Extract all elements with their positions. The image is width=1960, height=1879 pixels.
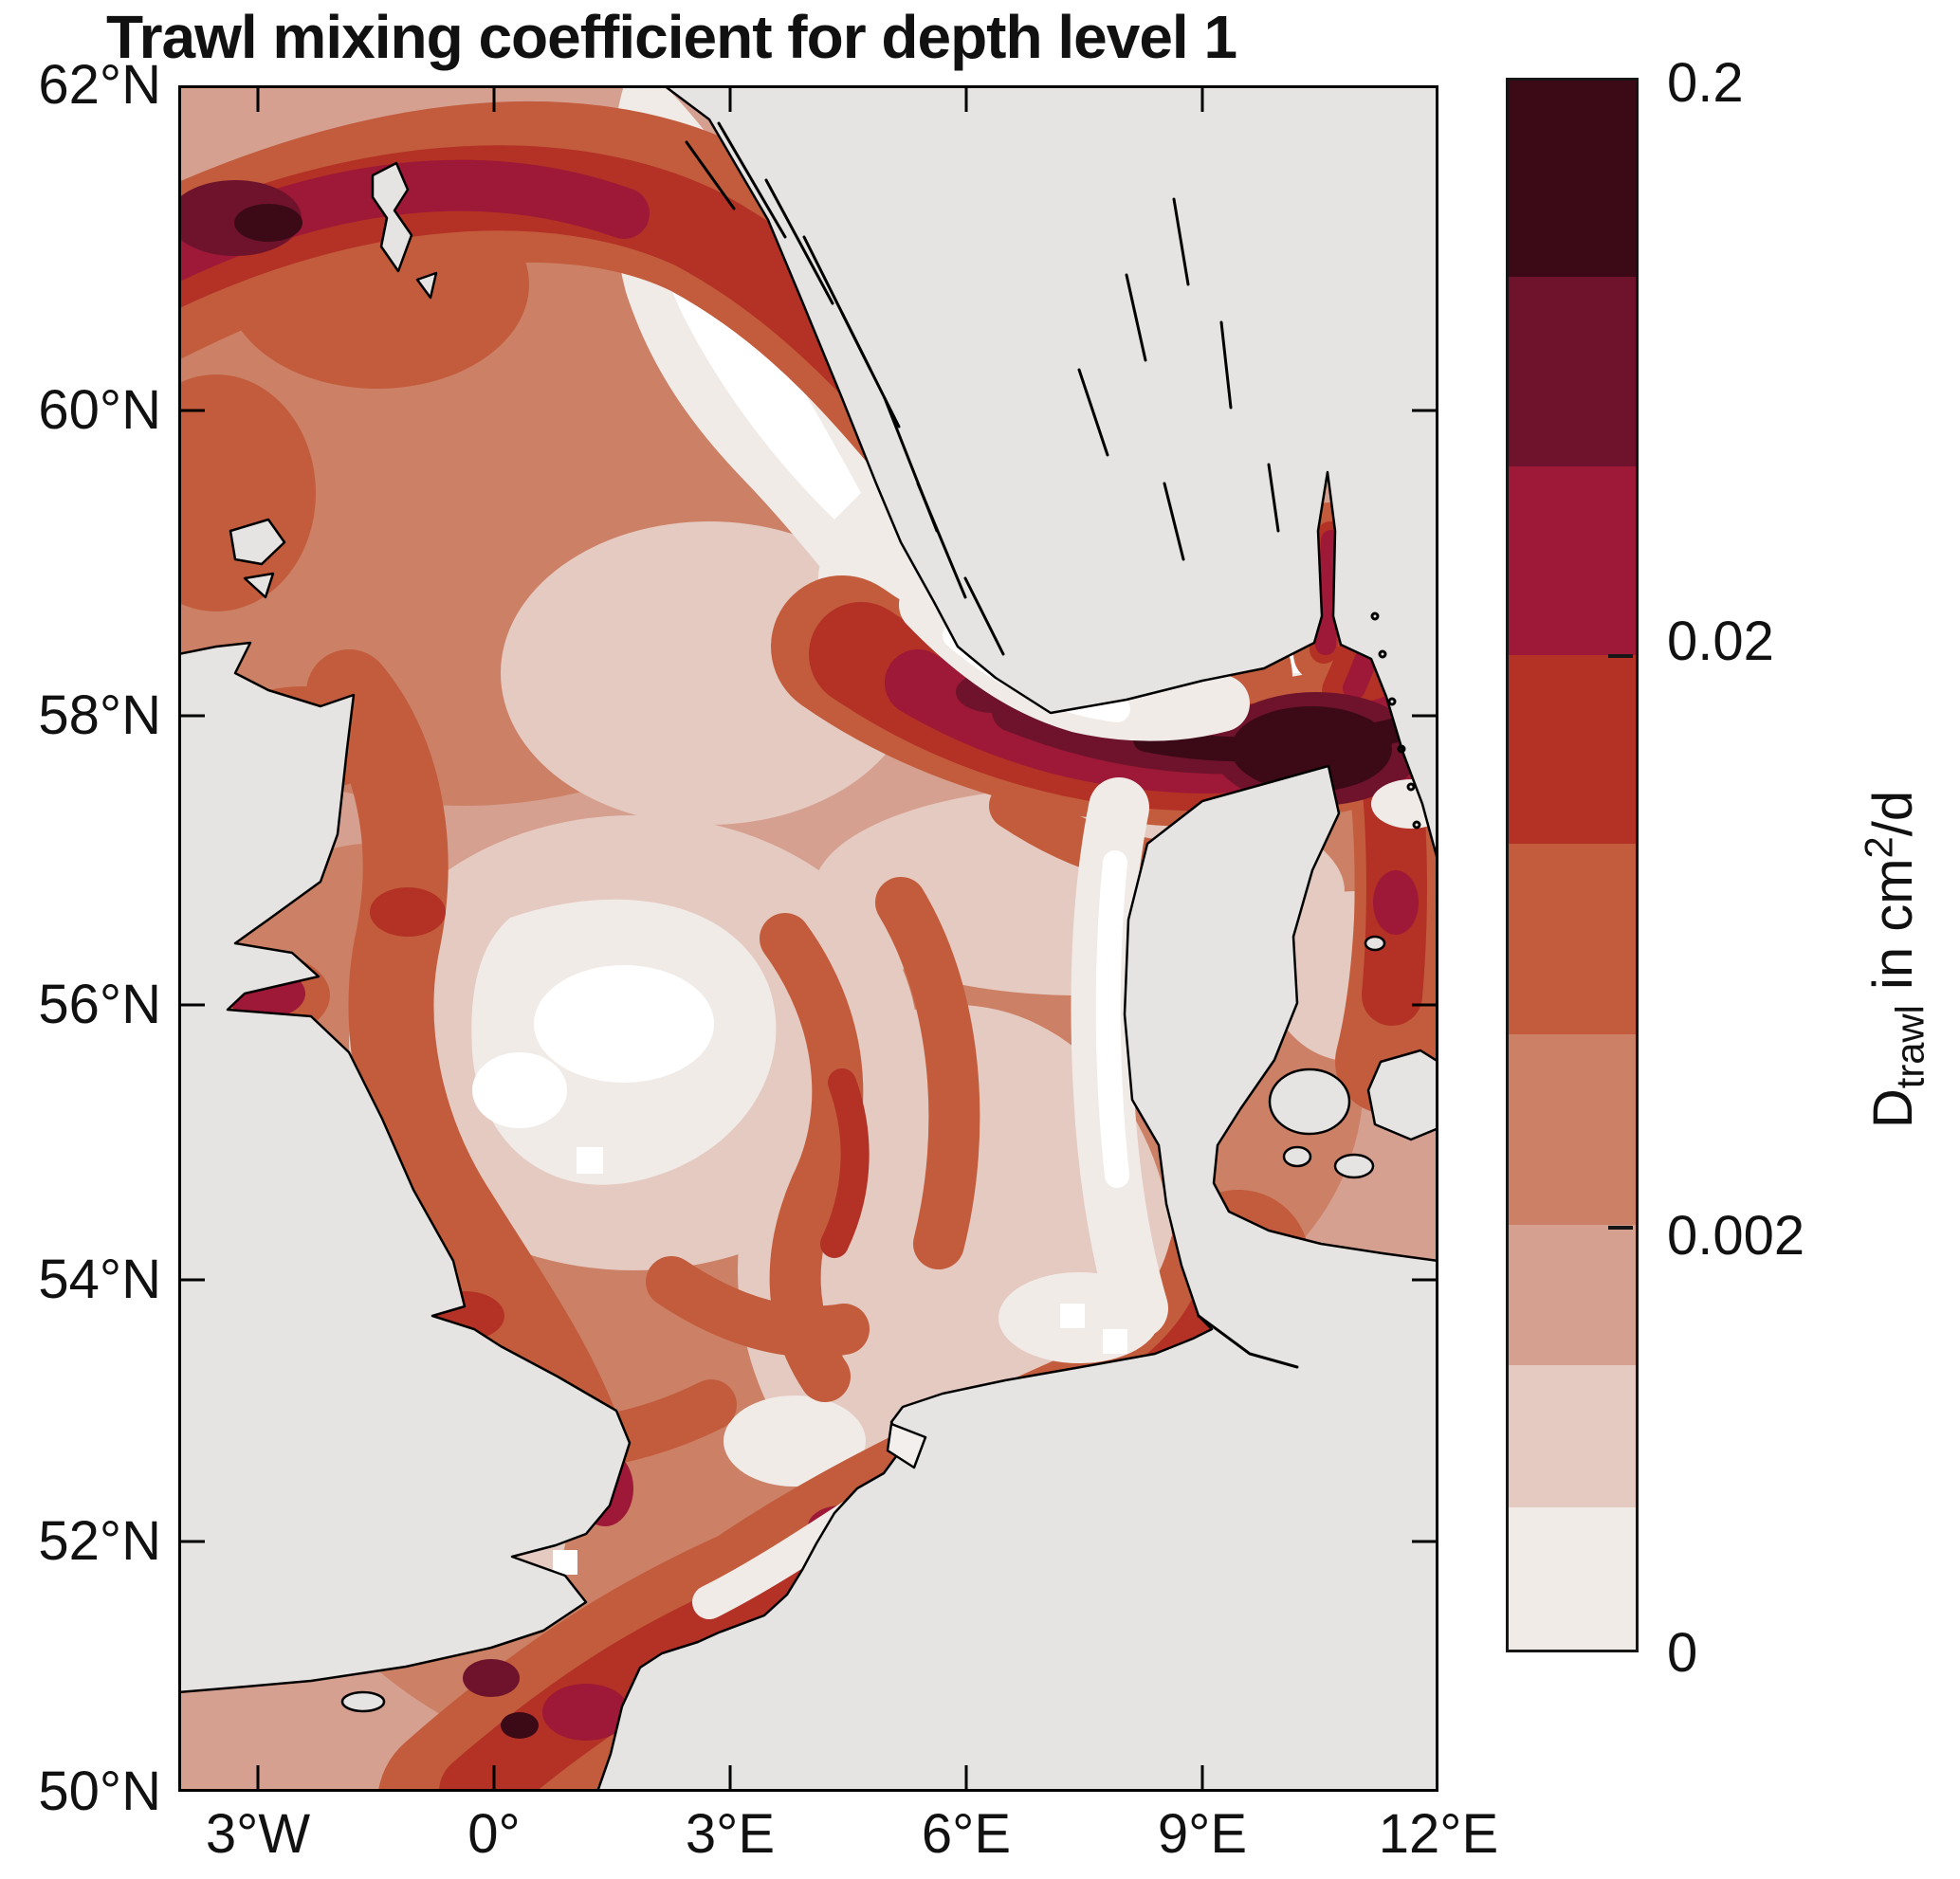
map-plot	[178, 85, 1438, 1792]
land-orkney-south	[243, 572, 275, 599]
colorbar-tick-0002	[1608, 1226, 1633, 1230]
colorbar-segment	[1509, 1034, 1636, 1225]
land-layer	[178, 85, 1438, 1792]
colorbar-segment	[1509, 81, 1636, 278]
land-scandinavia	[662, 85, 1438, 865]
x-tick-label-0: 0°	[467, 1803, 521, 1865]
x-tick-label-6e: 6°E	[921, 1803, 1012, 1865]
land-denmark-continent	[595, 764, 1438, 1792]
colorbar-label-0: 0	[1667, 1622, 1698, 1684]
y-tick-label-54n: 54°N	[38, 1249, 161, 1310]
colorbar-segment	[1509, 1224, 1636, 1366]
x-tick-label-12e: 12°E	[1378, 1803, 1499, 1865]
unit-mid: in cm	[1861, 858, 1924, 1006]
colorbar-segment	[1509, 465, 1636, 655]
land-great-britain	[178, 641, 632, 1694]
colorbar-segments	[1509, 81, 1636, 1651]
axes-frame	[178, 85, 1438, 1792]
unit-d: D	[1861, 1088, 1924, 1129]
colorbar-label-0002: 0.002	[1667, 1205, 1805, 1267]
chart-title: Trawl mixing coefficient for depth level…	[106, 3, 1237, 71]
land-island-small-2	[1282, 1145, 1312, 1168]
unit-end: /d	[1861, 790, 1924, 837]
y-tick-label-56n: 56°N	[38, 974, 161, 1035]
land-island-small-1	[1333, 1153, 1375, 1179]
colorbar	[1506, 78, 1639, 1652]
unit-sub: trawl	[1887, 1005, 1933, 1089]
colorbar-segment	[1509, 654, 1636, 845]
y-tick-label-50n: 50°N	[38, 1760, 161, 1822]
land-shetland-south	[415, 271, 438, 300]
x-tick-label-9e: 9°E	[1157, 1803, 1248, 1865]
colorbar-unit-label: Dtrawl in cm2/d	[1857, 791, 1933, 1128]
colorbar-segment	[1509, 1365, 1636, 1507]
colorbar-label-002: 0.02	[1667, 611, 1774, 672]
land-sjaelland	[1366, 1049, 1438, 1141]
land-fyn	[1268, 1067, 1351, 1136]
land-shetland	[371, 161, 413, 273]
colorbar-segment	[1509, 844, 1636, 1035]
land-orkney	[229, 518, 286, 566]
y-tick-label-58n: 58°N	[38, 684, 161, 746]
x-tick-label-3e: 3°E	[685, 1803, 776, 1865]
colorbar-segment	[1509, 277, 1636, 466]
y-tick-label-60n: 60°N	[38, 379, 161, 441]
fjord-lines	[685, 121, 1421, 1369]
land-isle-of-wight	[340, 1690, 386, 1713]
y-tick-label-62n: 62°N	[38, 54, 161, 116]
colorbar-label-02: 0.2	[1667, 52, 1744, 114]
colorbar-tick-002	[1608, 654, 1633, 658]
lake-ijsselmeer	[886, 1422, 927, 1469]
land-anholt	[1364, 935, 1386, 952]
colorbar-segment	[1509, 1506, 1636, 1651]
y-tick-label-52n: 52°N	[38, 1510, 161, 1572]
unit-sup: 2	[1856, 836, 1901, 859]
x-tick-label-3w: 3°W	[205, 1803, 311, 1865]
